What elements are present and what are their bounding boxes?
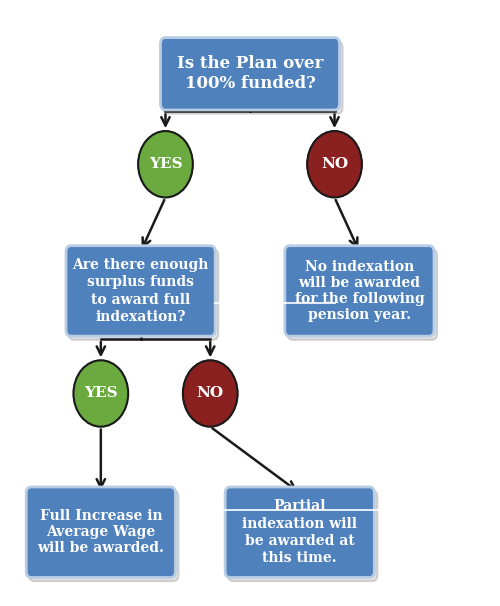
Text: Partial: Partial bbox=[274, 499, 326, 513]
Circle shape bbox=[183, 361, 238, 427]
Text: NO: NO bbox=[196, 387, 224, 401]
FancyBboxPatch shape bbox=[228, 491, 378, 581]
Text: YES: YES bbox=[148, 158, 182, 171]
Text: this time.: this time. bbox=[262, 551, 337, 565]
Text: surplus funds: surplus funds bbox=[87, 275, 194, 289]
Circle shape bbox=[74, 361, 128, 427]
Text: Full Increase in
Average Wage
will be awarded.: Full Increase in Average Wage will be aw… bbox=[38, 509, 164, 556]
Text: indexation?: indexation? bbox=[96, 310, 186, 324]
FancyBboxPatch shape bbox=[288, 249, 437, 340]
FancyBboxPatch shape bbox=[69, 249, 218, 340]
Text: YES: YES bbox=[84, 387, 117, 401]
FancyBboxPatch shape bbox=[26, 487, 176, 578]
Circle shape bbox=[138, 131, 193, 198]
FancyBboxPatch shape bbox=[66, 245, 215, 336]
Circle shape bbox=[307, 131, 362, 198]
Text: No indexation
will be awarded
for the following
pension year.: No indexation will be awarded for the fo… bbox=[294, 259, 424, 322]
Text: to award full: to award full bbox=[91, 293, 190, 307]
FancyBboxPatch shape bbox=[225, 487, 374, 578]
Text: Are there enough: Are there enough bbox=[72, 258, 209, 272]
FancyBboxPatch shape bbox=[285, 245, 434, 336]
FancyBboxPatch shape bbox=[160, 38, 340, 110]
Text: indexation will: indexation will bbox=[242, 516, 357, 530]
FancyBboxPatch shape bbox=[29, 491, 178, 581]
Text: Is the Plan over
100% funded?: Is the Plan over 100% funded? bbox=[177, 56, 323, 92]
FancyBboxPatch shape bbox=[164, 41, 342, 113]
Text: be awarded at: be awarded at bbox=[245, 534, 354, 548]
Text: NO: NO bbox=[321, 158, 348, 171]
